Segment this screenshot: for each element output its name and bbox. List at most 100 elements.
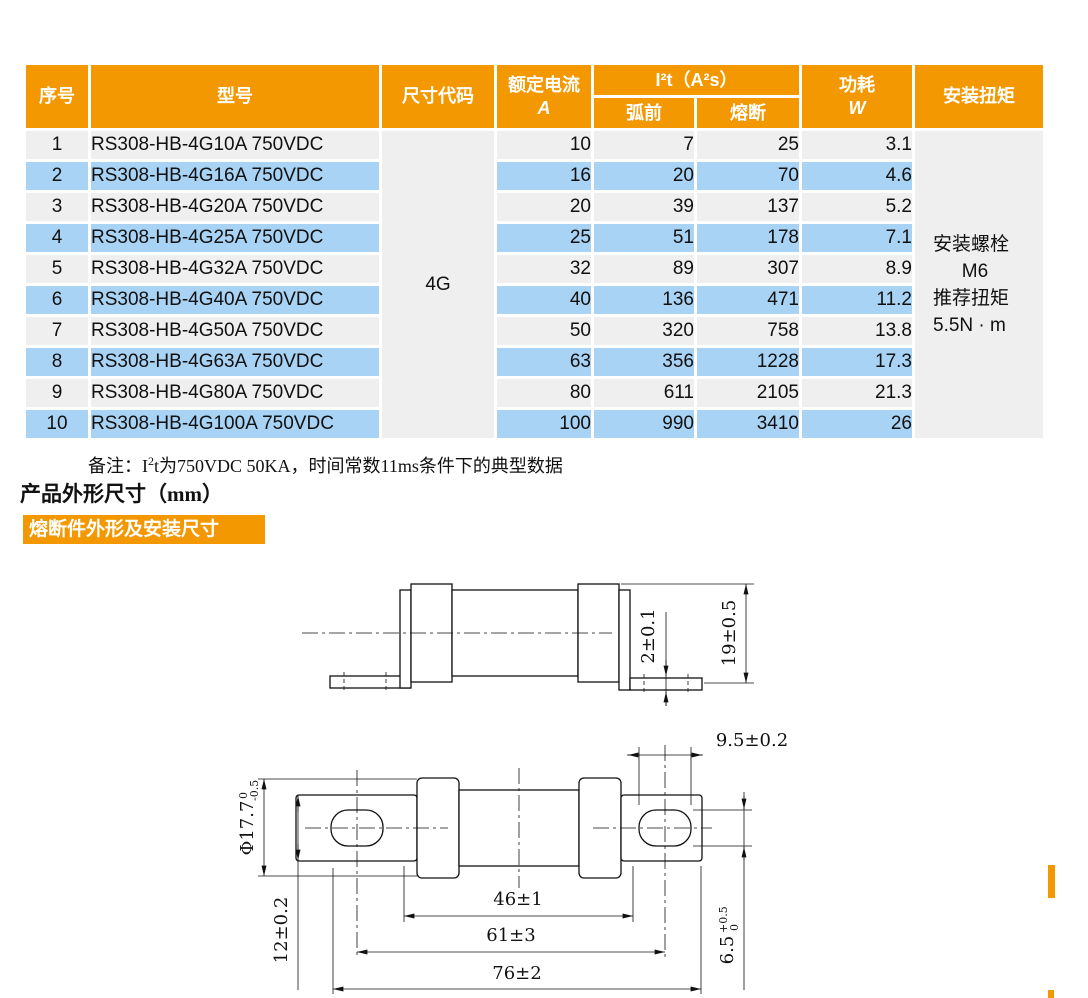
header-rated-current-unit: A: [537, 97, 551, 118]
cell-no: 5: [26, 255, 88, 283]
dim-slot-length-label: 9.5±0.2: [716, 730, 788, 751]
footnote-superscript: 2: [148, 454, 154, 468]
table-row: 7 RS308-HB-4G50A 750VDC 50 320 758 13.8: [26, 317, 1043, 345]
header-size-code: 尺寸代码: [382, 65, 494, 128]
cell-no: 4: [26, 224, 88, 252]
dim-inner-span-label: 46±1: [493, 889, 542, 910]
cell-current: 80: [497, 379, 591, 407]
cell-size-code: 4G: [382, 131, 494, 438]
cell-model: RS308-HB-4G16A 750VDC: [91, 162, 379, 190]
cell-power: 8.9: [802, 255, 912, 283]
footnote-suffix: t为750VDC 50KA，时间常数11ms条件下的典型数据: [154, 456, 563, 476]
header-no: 序号: [26, 65, 88, 128]
cell-no: 7: [26, 317, 88, 345]
dim-cap-diameter: Φ17.7 0 -0.5: [237, 778, 417, 877]
cell-melt: 758: [697, 317, 799, 345]
cell-prearc: 611: [594, 379, 694, 407]
torque-line-recommend: 推荐扭矩: [933, 287, 1010, 309]
cell-power: 26: [802, 410, 912, 438]
dim-terminal-width-label: 12±0.2: [271, 897, 292, 964]
torque-text: 安装螺栓 M6 推荐扭矩 5.5N · m: [915, 231, 1029, 339]
cell-current: 25: [497, 224, 591, 252]
dim-slot-length: 9.5±0.2: [627, 730, 788, 805]
dim-foot-thickness-label: 2±0.1: [638, 608, 659, 663]
cell-current: 63: [497, 348, 591, 376]
subsection-label: 熔断件外形及安装尺寸: [23, 515, 265, 544]
table-row: 2 RS308-HB-4G16A 750VDC 16 20 70 4.6: [26, 162, 1043, 190]
page-edge-orange-dot: [1048, 990, 1054, 998]
dim-foot-thickness: 2±0.1: [638, 608, 669, 706]
cell-melt: 1228: [697, 348, 799, 376]
dim-overall-height-label: 19±0.5: [719, 600, 740, 667]
cell-torque: 安装螺栓 M6 推荐扭矩 5.5N · m: [915, 131, 1043, 438]
dim-cap-diameter-tol-lower: -0.5: [248, 780, 261, 801]
page-edge-orange-bar: [1048, 865, 1055, 898]
cell-melt: 2105: [697, 379, 799, 407]
cell-prearc: 356: [594, 348, 694, 376]
dim-overall-length: 76±2: [332, 866, 702, 994]
cell-power: 7.1: [802, 224, 912, 252]
dim-terminal-width: 12±0.2: [271, 795, 301, 990]
cell-model: RS308-HB-4G25A 750VDC: [91, 224, 379, 252]
cell-power: 3.1: [802, 131, 912, 159]
cell-current: 100: [497, 410, 591, 438]
cell-no: 6: [26, 286, 88, 314]
header-melt: 熔断: [697, 98, 799, 128]
cell-model: RS308-HB-4G50A 750VDC: [91, 317, 379, 345]
table-row: 9 RS308-HB-4G80A 750VDC 80 611 2105 21.3: [26, 379, 1043, 407]
table-row: 4 RS308-HB-4G25A 750VDC 25 51 178 7.1: [26, 224, 1043, 252]
dim-cap-diameter-label: Φ17.7: [237, 801, 258, 856]
header-prearc: 弧前: [594, 98, 694, 128]
torque-line-m6: M6: [961, 260, 989, 282]
cell-no: 2: [26, 162, 88, 190]
fuse-dimension-drawing: 2±0.1 19±0.5: [237, 583, 788, 994]
cell-no: 8: [26, 348, 88, 376]
table-row: 8 RS308-HB-4G63A 750VDC 63 356 1228 17.3: [26, 348, 1043, 376]
table-row: 5 RS308-HB-4G32A 750VDC 32 89 307 8.9: [26, 255, 1043, 283]
table-row: 6 RS308-HB-4G40A 750VDC 40 136 471 11.2: [26, 286, 1043, 314]
cell-current: 10: [497, 131, 591, 159]
dim-slot-width-label: 6.5: [717, 936, 738, 965]
dim-overall-height: 19±0.5: [621, 583, 754, 684]
torque-line-bolt: 安装螺栓: [933, 233, 1010, 255]
side-view: 2±0.1 19±0.5: [302, 583, 754, 706]
dim-slot-width-tol-upper: +0.5: [717, 906, 730, 933]
cell-no: 3: [26, 193, 88, 221]
cell-prearc: 89: [594, 255, 694, 283]
cell-no: 9: [26, 379, 88, 407]
cell-power: 21.3: [802, 379, 912, 407]
header-power: 功耗 W: [802, 65, 912, 128]
cell-power: 4.6: [802, 162, 912, 190]
header-torque: 安装扭矩: [915, 65, 1043, 128]
cell-current: 32: [497, 255, 591, 283]
table-row: 10 RS308-HB-4G100A 750VDC 100 990 3410 2…: [26, 410, 1043, 438]
cell-prearc: 136: [594, 286, 694, 314]
cell-power: 17.3: [802, 348, 912, 376]
cell-melt: 137: [697, 193, 799, 221]
header-power-unit: W: [848, 97, 866, 118]
plan-view: Φ17.7 0 -0.5 9.5±0.2: [237, 730, 788, 994]
dim-hole-centers: 61±3: [357, 925, 665, 955]
cell-melt: 471: [697, 286, 799, 314]
cell-model: RS308-HB-4G63A 750VDC: [91, 348, 379, 376]
header-rated-current: 额定电流 A: [497, 65, 591, 128]
table-row: 3 RS308-HB-4G20A 750VDC 20 39 137 5.2: [26, 193, 1043, 221]
cell-melt: 307: [697, 255, 799, 283]
table-row: 1 RS308-HB-4G10A 750VDC 4G 10 7 25 3.1 安…: [26, 131, 1043, 438]
cell-prearc: 7: [594, 131, 694, 159]
cell-no: 1: [26, 131, 88, 159]
dim-overall-length-label: 76±2: [492, 963, 541, 984]
cell-model: RS308-HB-4G20A 750VDC: [91, 193, 379, 221]
cell-model: RS308-HB-4G80A 750VDC: [91, 379, 379, 407]
dim-cap-diameter-tol-upper: 0: [237, 792, 250, 799]
cell-current: 20: [497, 193, 591, 221]
cell-prearc: 20: [594, 162, 694, 190]
footnote-prefix: 备注：I: [88, 456, 148, 476]
cell-melt: 70: [697, 162, 799, 190]
header-model: 型号: [91, 65, 379, 128]
cell-model: RS308-HB-4G40A 750VDC: [91, 286, 379, 314]
cell-power: 11.2: [802, 286, 912, 314]
cell-prearc: 51: [594, 224, 694, 252]
cell-power: 5.2: [802, 193, 912, 221]
